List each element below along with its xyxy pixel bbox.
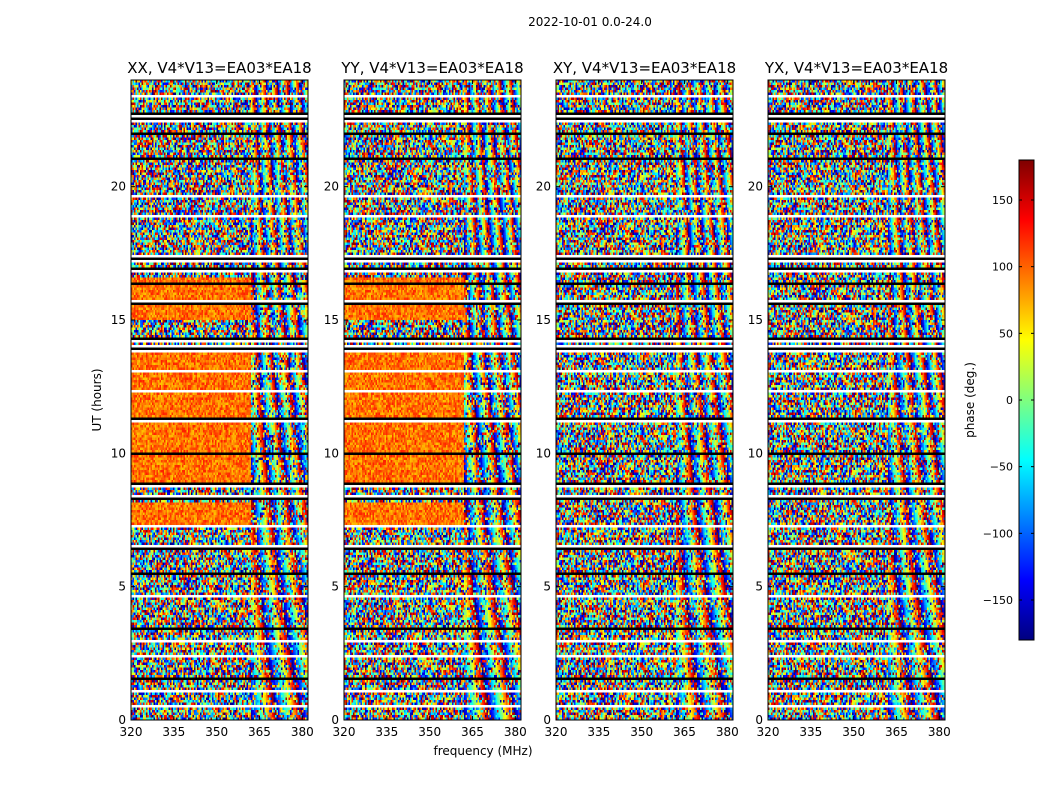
x-tick-label: 320	[333, 725, 356, 739]
panel-title: XY, V4*V13=EA03*EA18	[553, 59, 736, 77]
y-tick-label: 15	[324, 313, 339, 327]
y-tick-label: 20	[324, 180, 339, 194]
x-tick-label: 380	[716, 725, 739, 739]
heatmap-image	[131, 80, 308, 720]
x-tick-label: 380	[928, 725, 951, 739]
x-tick-label: 350	[418, 725, 441, 739]
y-tick-label: 5	[755, 580, 763, 594]
panel-2: YY, V4*V13=EA03*EA18 320 335 350 365 380 0 5 10 1…	[324, 59, 527, 739]
y-tick-label: 0	[543, 713, 551, 727]
figure-title: 2022-10-01 0.0-24.0	[528, 15, 652, 29]
y-axis-label: UT (hours)	[90, 368, 104, 431]
x-tick-label: 380	[504, 725, 527, 739]
x-tick-label: 350	[842, 725, 865, 739]
x-tick-label: 380	[291, 725, 314, 739]
y-tick-label: 10	[536, 446, 551, 460]
panel-3: XY, V4*V13=EA03*EA18 320 335 350 365 380 0 5 10 1…	[536, 59, 739, 739]
y-tick-label: 5	[543, 580, 551, 594]
y-tick-label: 0	[118, 713, 126, 727]
colorbar-tick-label: −50	[990, 461, 1013, 474]
colorbar-ticks: −150 −100 −50 0 50 100 150	[983, 194, 1034, 607]
y-tick-label: 20	[748, 180, 763, 194]
colorbar-tick-label: 100	[992, 261, 1013, 274]
heatmap-panels: XX, V4*V13=EA03*EA18 320 335 350 365 380 0 5 10 1…	[111, 59, 951, 739]
x-tick-label: 320	[545, 725, 568, 739]
heatmap-image	[344, 80, 521, 720]
panel-frame	[130, 79, 309, 721]
x-tick-label: 350	[630, 725, 653, 739]
y-tick-label: 15	[111, 313, 126, 327]
y-tick-label: 0	[331, 713, 339, 727]
y-tick-label: 10	[324, 446, 339, 460]
y-tick-label: 20	[111, 180, 126, 194]
x-axis-label: frequency (MHz)	[433, 744, 532, 758]
colorbar-tick-label: 150	[992, 194, 1013, 207]
x-tick-label: 320	[120, 725, 143, 739]
y-tick-label: 10	[111, 446, 126, 460]
panel-title: YY, V4*V13=EA03*EA18	[340, 59, 523, 77]
y-tick-label: 15	[748, 313, 763, 327]
x-tick-label: 365	[885, 725, 908, 739]
x-tick-label: 335	[162, 725, 185, 739]
panel-title: XX, V4*V13=EA03*EA18	[127, 59, 311, 77]
x-tick-label: 320	[757, 725, 780, 739]
x-tick-label: 365	[673, 725, 696, 739]
x-tick-label: 350	[205, 725, 228, 739]
y-tick-label: 0	[755, 713, 763, 727]
x-tick-label: 365	[461, 725, 484, 739]
colorbar: −150 −100 −50 0 50 100 150 phase (deg.)	[963, 159, 1035, 641]
heatmap-image	[768, 80, 945, 720]
x-tick-label: 335	[587, 725, 610, 739]
panel-4: YX, V4*V13=EA03*EA18 320 335 350 365 380 0 5 10 1…	[748, 59, 951, 739]
panel-frame	[767, 79, 946, 721]
y-tick-label: 5	[331, 580, 339, 594]
colorbar-tick-label: 0	[1006, 394, 1013, 407]
panel-1: XX, V4*V13=EA03*EA18 320 335 350 365 380 0 5 10 1…	[111, 59, 314, 739]
y-tick-label: 5	[118, 580, 126, 594]
panel-title: YX, V4*V13=EA03*EA18	[764, 59, 948, 77]
panel-frame	[555, 79, 734, 721]
y-tick-label: 20	[536, 180, 551, 194]
colorbar-tick-label: −100	[983, 527, 1013, 540]
x-tick-label: 365	[248, 725, 271, 739]
y-tick-label: 15	[536, 313, 551, 327]
x-tick-label: 335	[375, 725, 398, 739]
colorbar-label: phase (deg.)	[963, 362, 977, 438]
x-tick-label: 335	[799, 725, 822, 739]
colorbar-tick-label: 50	[999, 327, 1013, 340]
y-tick-label: 10	[748, 446, 763, 460]
heatmap-image	[556, 80, 733, 720]
colorbar-tick-label: −150	[983, 594, 1013, 607]
panel-frame	[343, 79, 522, 721]
